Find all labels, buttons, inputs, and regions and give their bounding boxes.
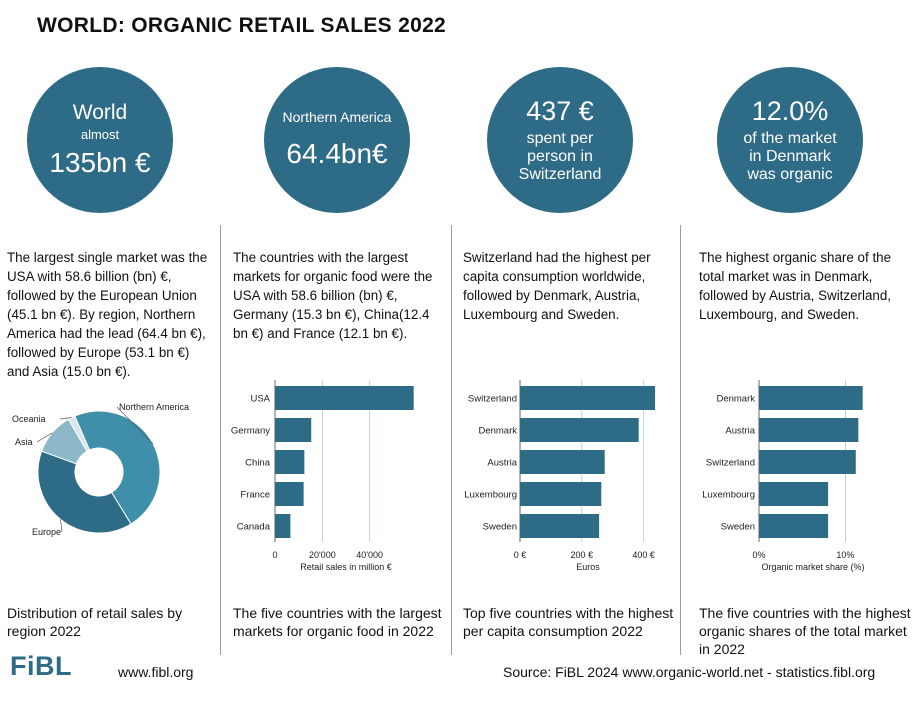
donut-label: Oceania <box>12 414 46 424</box>
tick-label: 0 <box>272 550 277 560</box>
tick-label: 200 € <box>571 550 594 560</box>
category-label: Luxembourg <box>702 490 755 501</box>
stat-circle-line: person in <box>527 148 593 166</box>
category-label: France <box>240 490 270 501</box>
bar <box>520 450 605 474</box>
x-axis-label: Retail sales in million € <box>300 562 392 572</box>
bar <box>275 418 312 442</box>
stat-circle-line: 64.4bn€ <box>286 138 388 170</box>
stat-circle-northern-america: Northern America 64.4bn€ <box>264 67 410 213</box>
category-label: Austria <box>725 426 755 437</box>
fibl-logo: FiBL <box>10 651 72 681</box>
donut-leader-line <box>116 406 154 445</box>
bar <box>759 450 856 474</box>
stat-circle-denmark: 12.0% of the market in Denmark was organ… <box>717 67 863 213</box>
description-world: The largest single market was the USA wi… <box>7 250 208 379</box>
category-label: Denmark <box>478 426 517 437</box>
stat-circle-world: World almost 135bn € <box>27 67 173 213</box>
source-text: Source: FiBL 2024 www.organic-world.net … <box>503 664 876 680</box>
tick-label: 10% <box>836 550 854 560</box>
tick-label: 0% <box>752 550 765 560</box>
category-label: USA <box>250 394 270 405</box>
caption-per-capita: Top five countries with the highest per … <box>463 605 674 639</box>
donut-label: Asia <box>15 437 33 447</box>
region-donut-chart: Northern America Europe Asia Oceania <box>12 402 189 537</box>
donut-slice <box>67 415 91 452</box>
donut-slice <box>37 450 132 534</box>
largest-markets-bar-chart: 0 20'000 40'000 USA Germany China France Canada… <box>231 380 414 572</box>
website-link[interactable]: www.fibl.org <box>118 664 194 680</box>
category-label: China <box>245 458 271 469</box>
column-divider <box>451 225 452 655</box>
x-axis-label: Euros <box>576 562 600 572</box>
stat-circle-line: almost <box>80 126 120 142</box>
column-divider <box>220 225 221 655</box>
category-label: Luxembourg <box>464 490 517 501</box>
category-label: Switzerland <box>706 458 755 469</box>
bar <box>520 386 656 410</box>
category-label: Denmark <box>716 394 755 405</box>
stat-circle-line: World <box>72 101 128 125</box>
stat-circle-line: 437 € <box>526 95 594 126</box>
page-title: WORLD: ORGANIC RETAIL SALES 2022 <box>37 14 447 37</box>
market-share-bar-chart: 0% 10% Denmark Austria Switzerland Luxembourg… <box>702 380 865 572</box>
bar <box>275 514 291 538</box>
bar <box>759 514 829 538</box>
column-divider <box>680 225 681 655</box>
stat-circle-line: Northern America <box>282 108 392 125</box>
donut-label: Northern America <box>119 402 189 412</box>
description-market-share: The highest organic share of the total m… <box>699 250 892 322</box>
caption-world: Distribution of retail sales by region 2… <box>7 605 183 639</box>
bar <box>275 450 305 474</box>
description-per-capita: Switzerland had the highest per capita c… <box>463 250 651 322</box>
bar <box>759 386 863 410</box>
tick-label: 20'000 <box>309 550 336 560</box>
description-countries: The countries with the largest markets f… <box>233 250 433 341</box>
category-label: Sweden <box>721 522 755 533</box>
stat-circle-line: 12.0% <box>751 95 829 126</box>
tick-label: 40'000 <box>356 550 383 560</box>
donut-leader-line <box>60 519 63 533</box>
stat-circle-line: 135bn € <box>49 146 151 178</box>
category-label: Canada <box>237 522 271 533</box>
bar <box>759 418 859 442</box>
tick-label: 0 € <box>514 550 527 560</box>
category-label: Germany <box>231 426 270 437</box>
x-axis-label: Organic market share (%) <box>761 562 864 572</box>
donut-leader-line <box>59 417 72 420</box>
stat-circle-line: of the market <box>743 130 837 148</box>
caption-market-share: The five countries with the highest orga… <box>699 605 911 657</box>
donut-leader-line <box>36 432 53 443</box>
stat-circle-line: was organic <box>747 165 833 183</box>
bar <box>759 482 829 506</box>
bar <box>520 514 600 538</box>
category-label: Austria <box>487 458 517 469</box>
stat-circle-line: spent per <box>526 130 594 148</box>
bar <box>275 386 414 410</box>
donut-label: Europe <box>32 527 61 537</box>
category-label: Switzerland <box>468 394 517 405</box>
bar <box>520 482 602 506</box>
tick-label: 400 € <box>632 550 655 560</box>
stat-circle-switzerland: 437 € spent per person in Switzerland <box>487 67 633 213</box>
caption-countries: The five countries with the largest mark… <box>233 605 442 639</box>
category-label: Sweden <box>483 522 517 533</box>
per-capita-bar-chart: 0 € 200 € 400 € Switzerland Denmark Austria Lu… <box>464 380 656 572</box>
stat-circle-line: Switzerland <box>518 165 602 183</box>
bar <box>520 418 639 442</box>
donut-slice <box>74 410 161 525</box>
bar <box>275 482 304 506</box>
stat-circle-line: in Denmark <box>749 148 831 166</box>
